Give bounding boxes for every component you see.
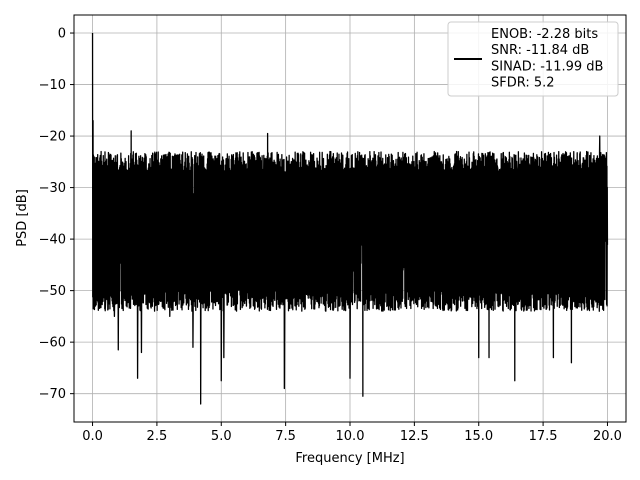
legend-line-text: SNR: -11.84 dB [491, 43, 589, 58]
x-tick-label: 5.0 [211, 429, 232, 444]
y-tick-label: −50 [39, 284, 66, 299]
x-tick-label: 20.0 [593, 429, 622, 444]
series-layer [91, 33, 609, 405]
x-tick-label: 7.5 [275, 429, 296, 444]
legend-box [447, 21, 619, 97]
y-tick-label: 0 [58, 27, 66, 42]
y-tick-label: −20 [39, 130, 66, 145]
x-tick-label: 10.0 [336, 429, 365, 444]
y-tick-label: −10 [39, 78, 66, 93]
legend: ENOB: -2.28 bits SNR: -11.84 dB SINAD: -11… [447, 21, 619, 97]
x-axis-label: Frequency [MHz] [295, 451, 404, 466]
y-axis-label: PSD [dB] [15, 189, 30, 247]
y-tick-label: −30 [39, 181, 66, 196]
x-tick-label: 2.5 [147, 429, 168, 444]
ticks: 0.0 2.5 5.0 7.5 10.0 12.5 15.0 17.5 20.0 0 −10 −20 −… [39, 27, 622, 444]
psd-series-line [91, 33, 609, 405]
y-tick-label: −70 [39, 387, 66, 402]
legend-line-text: ENOB: -2.28 bits [491, 27, 598, 42]
x-tick-label: 12.5 [400, 429, 429, 444]
y-tick-label: −40 [39, 233, 66, 248]
y-tick-label: −60 [39, 336, 66, 351]
legend-entry: ENOB: -2.28 bits SNR: -11.84 dB SINAD: -11… [491, 27, 603, 91]
x-tick-label: 15.0 [464, 429, 493, 444]
x-tick-label: 17.5 [529, 429, 558, 444]
legend-line-text: SINAD: -11.99 dB [491, 59, 603, 74]
legend-line-text: SFDR: 5.2 [491, 76, 555, 91]
x-tick-label: 0.0 [82, 429, 103, 444]
